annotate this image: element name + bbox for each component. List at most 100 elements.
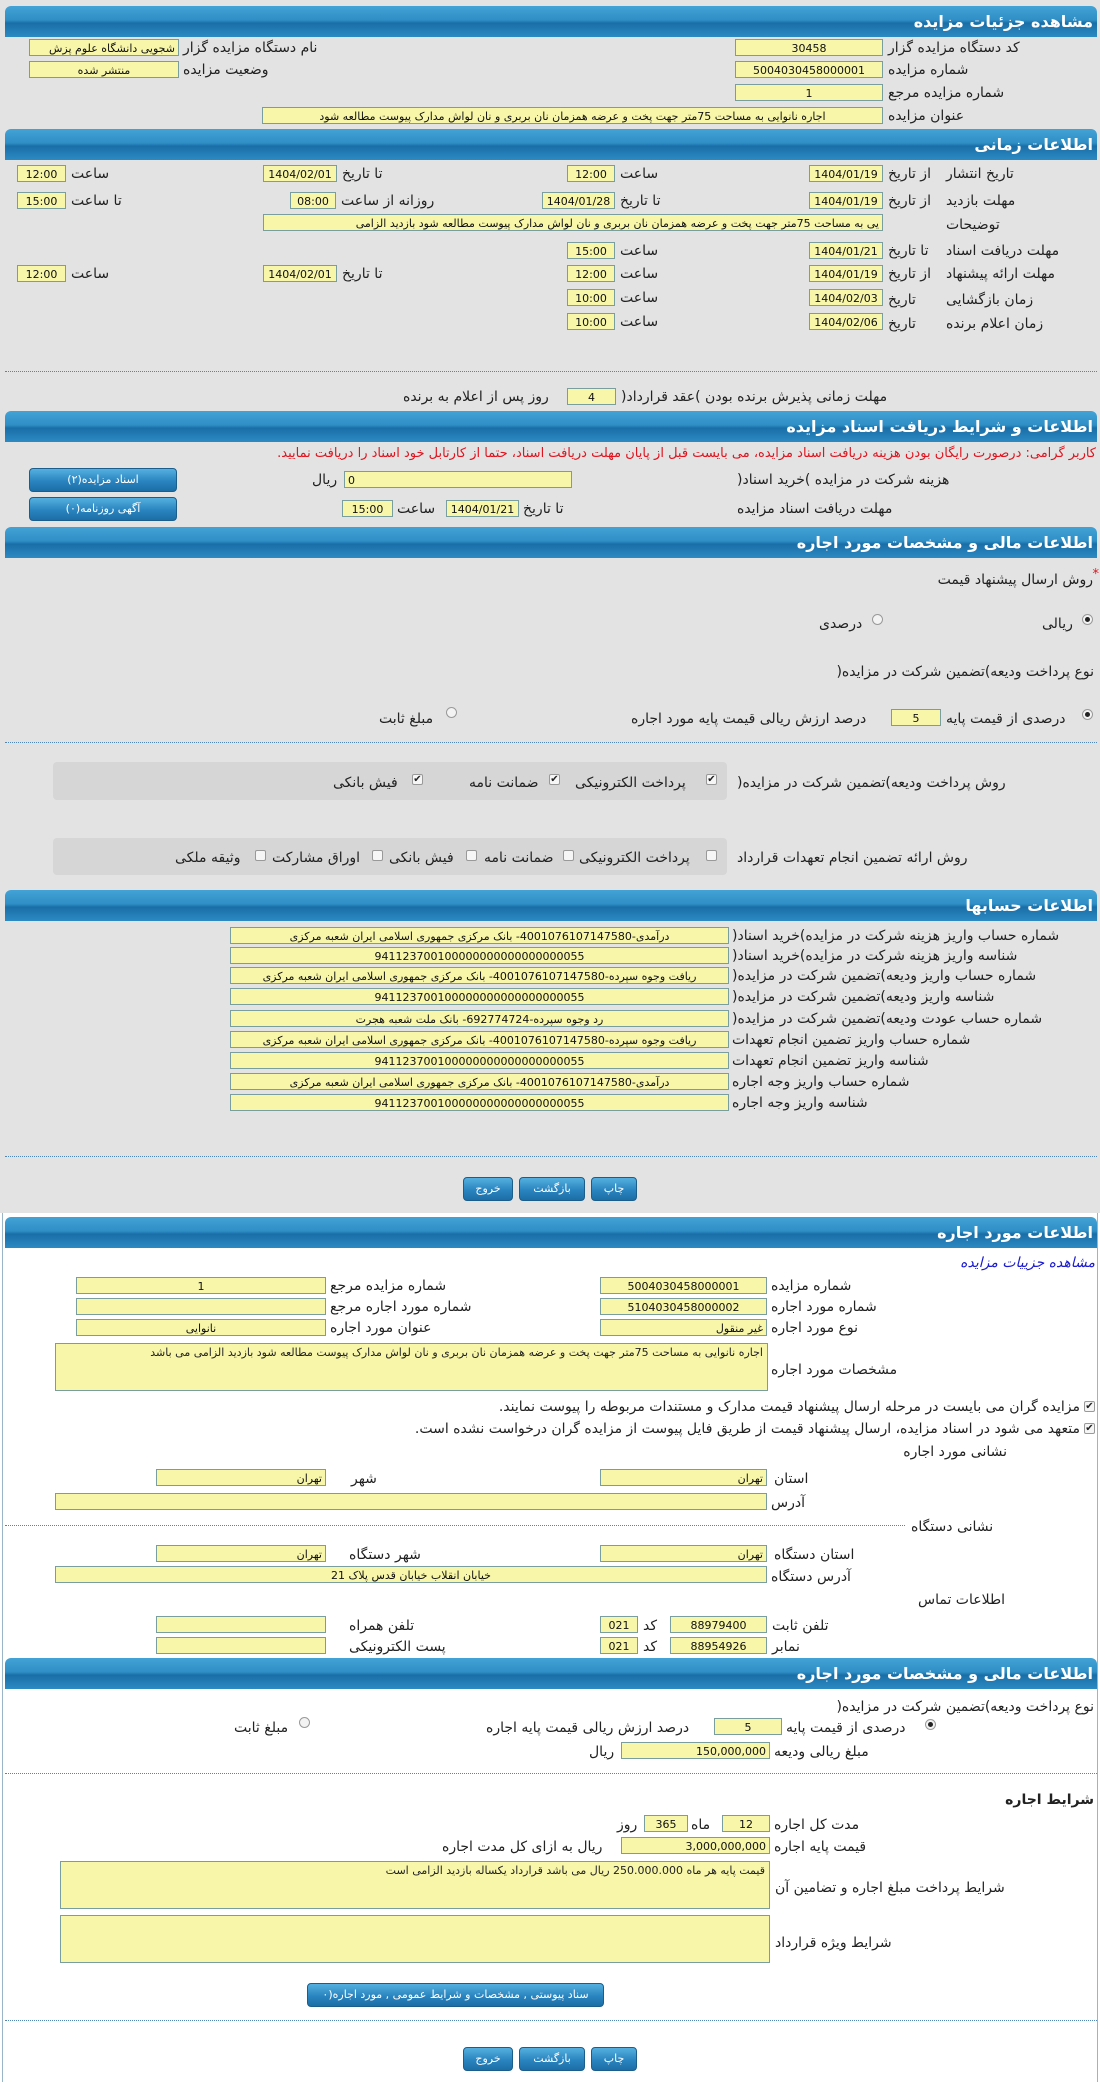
visit-from-date[interactable]: 1404/01/19 (809, 192, 883, 209)
price-method-percent-radio[interactable] (872, 614, 883, 625)
exit-button[interactable]: خروج (463, 1177, 513, 1201)
mobile-label: تلفن همراه (349, 1618, 415, 1634)
back-button-bottom[interactable]: بازگشت (519, 2047, 585, 2071)
address-field[interactable] (55, 1493, 767, 1510)
lease-specs-textarea[interactable]: اجاره نانوایی به مساحت 75متر جهت پخت و ع… (55, 1343, 768, 1391)
auction-status-field[interactable]: منتشر شده (29, 61, 179, 78)
currency-label: ریال (589, 1744, 615, 1760)
time-label: ساعت (71, 266, 110, 282)
attachments-button[interactable]: سناد پیوستی , مشخصات و شرایط عمومی , مور… (307, 1983, 604, 2007)
lease-item-title[interactable]: نانوایی (76, 1319, 326, 1336)
months-field[interactable]: 12 (722, 1815, 770, 1832)
doc-deadline-time[interactable]: 15:00 (342, 500, 393, 517)
account-value[interactable]: درآمدی-4001076107147580- بانک مرکزی جمهو… (230, 1073, 729, 1090)
days-field[interactable]: 365 (644, 1815, 688, 1832)
base-price-field[interactable]: 3,000,000,000 (621, 1837, 770, 1854)
org-province-field[interactable]: تهران (600, 1545, 767, 1562)
publish-from-time[interactable]: 12:00 (567, 165, 615, 182)
bid-to-time[interactable]: 12:00 (17, 265, 66, 282)
guarantee-letter-checkbox[interactable] (563, 850, 574, 861)
visit-daily-to[interactable]: 15:00 (17, 192, 66, 209)
electronic-payment-checkbox[interactable]: ✔ (706, 774, 717, 785)
account-value[interactable]: 941123700100000000000000000055 (230, 1094, 729, 1111)
ref-number-field[interactable]: 1 (735, 84, 883, 101)
org-name-field[interactable]: شجویی دانشگاه علوم پزش (29, 39, 179, 56)
doc-receive-date[interactable]: 1404/01/21 (809, 242, 883, 259)
price-method-rial-radio[interactable] (1082, 614, 1093, 625)
doc-receive-time[interactable]: 15:00 (567, 242, 615, 259)
newspaper-ads-button[interactable]: آگهی روزنامه(۰) (29, 497, 177, 521)
account-value[interactable]: 941123700100000000000000000055 (230, 1052, 729, 1069)
phone-code-field[interactable]: 021 (600, 1616, 638, 1633)
attach-docs-checkbox[interactable]: ✔ (1084, 1401, 1095, 1412)
auction-details-link[interactable]: مشاهده جزییات مزایده (960, 1255, 1095, 1271)
publish-to-time[interactable]: 12:00 (17, 165, 66, 182)
publish-from-date[interactable]: 1404/01/19 (809, 165, 883, 182)
acceptance-label: مهلت زمانی پذیرش برنده بودن )عقد قرارداد… (621, 389, 888, 405)
lease-item-number[interactable]: 5104030458000002 (600, 1298, 767, 1315)
time-label: ساعت (620, 314, 659, 330)
email-label: پست الکترونیکی (349, 1639, 446, 1655)
account-value[interactable]: درآمدی-4001076107147580- بانک مرکزی جمهو… (230, 927, 729, 944)
org-city-field[interactable]: تهران (156, 1545, 326, 1562)
doc-deadline-date[interactable]: 1404/01/21 (446, 500, 519, 517)
org-code-field[interactable]: 30458 (735, 39, 883, 56)
visit-daily-from[interactable]: 08:00 (290, 192, 336, 209)
no-attachment-checkbox[interactable]: ✔ (1084, 1423, 1095, 1434)
mobile-field[interactable] (156, 1616, 326, 1633)
special-terms-textarea[interactable] (60, 1915, 770, 1963)
payment-terms-textarea[interactable]: قیمت پایه هر ماه 250.000.000 ریال می باش… (60, 1861, 770, 1909)
email-field[interactable] (156, 1637, 326, 1654)
print-button-bottom[interactable]: چاپ (591, 2047, 637, 2071)
phone-field[interactable]: 88979400 (670, 1616, 767, 1633)
auction-documents-button[interactable]: اسناد مزایده(۲) (29, 468, 177, 492)
fee-field[interactable]: 0 (344, 471, 572, 488)
account-value[interactable]: ریافت وجوه سپرده-4001076107147580- بانک … (230, 1031, 729, 1048)
province-field[interactable]: تهران (600, 1469, 767, 1486)
deposit-percent-radio[interactable] (1082, 709, 1093, 720)
exit-button-bottom[interactable]: خروج (463, 2047, 513, 2071)
acceptance-days-field[interactable]: 4 (567, 388, 616, 405)
participation-bonds-checkbox[interactable] (372, 850, 383, 861)
deposit-amount-field[interactable]: 150,000,000 (621, 1742, 770, 1759)
publish-to-date[interactable]: 1404/02/01 (263, 165, 337, 182)
fax-code-field[interactable]: 021 (600, 1637, 638, 1654)
guarantee-bank-receipt-checkbox[interactable] (466, 850, 477, 861)
print-button[interactable]: چاپ (591, 1177, 637, 1201)
lease-deposit-percent-field[interactable]: 5 (714, 1718, 782, 1735)
org-address-field[interactable]: خیابان انقلاب خیابان قدس پلاک 21 (55, 1566, 767, 1583)
fax-field[interactable]: 88954926 (670, 1637, 767, 1654)
visit-to-date[interactable]: 1404/01/28 (542, 192, 615, 209)
account-value[interactable]: 941123700100000000000000000055 (230, 947, 729, 964)
guarantee-letter-checkbox[interactable]: ✔ (549, 774, 560, 785)
lease-auction-number[interactable]: 5004030458000001 (600, 1277, 767, 1294)
account-value[interactable]: رد وجوه سپرده-692774724- بانک ملت شعبه ه… (230, 1010, 729, 1027)
bid-from-time[interactable]: 12:00 (567, 265, 615, 282)
lease-deposit-percent-radio[interactable] (925, 1719, 936, 1730)
lease-ref-number[interactable]: 1 (76, 1277, 326, 1294)
bid-from-date[interactable]: 1404/01/19 (809, 265, 883, 282)
lease-item-ref[interactable] (76, 1298, 326, 1315)
deposit-fixed-radio[interactable] (446, 707, 457, 718)
back-button[interactable]: بازگشت (519, 1177, 585, 1201)
bank-receipt-checkbox[interactable]: ✔ (412, 774, 423, 785)
lease-deposit-fixed-radio[interactable] (299, 1717, 310, 1728)
property-collateral-checkbox[interactable] (255, 850, 266, 861)
account-value[interactable]: 941123700100000000000000000055 (230, 988, 729, 1005)
city-field[interactable]: تهران (156, 1469, 326, 1486)
winner-time[interactable]: 10:00 (567, 313, 615, 330)
guarantee-electronic-checkbox[interactable] (706, 850, 717, 861)
opening-time[interactable]: 10:00 (567, 289, 615, 306)
winner-date[interactable]: 1404/02/06 (809, 313, 883, 330)
opening-date[interactable]: 1404/02/03 (809, 289, 883, 306)
account-value[interactable]: ریافت وجوه سپرده-4001076107147580- بانک … (230, 967, 729, 984)
auction-number-field[interactable]: 5004030458000001 (735, 61, 883, 78)
documents-header: اطلاعات و شرایط دریافت اسناد مزایده (5, 411, 1097, 442)
bid-to-date[interactable]: 1404/02/01 (263, 265, 337, 282)
time-label: ساعت (71, 166, 110, 182)
auction-subject-field[interactable]: اجاره نانوایی به مساحت 75متر جهت پخت و ع… (262, 107, 883, 124)
deposit-percent-field[interactable]: 5 (891, 709, 941, 726)
description-field[interactable]: یی به مساحت 75متر جهت پخت و عرضه همزمان … (263, 214, 883, 231)
lease-item-type[interactable]: غیر منقول (600, 1319, 767, 1336)
account-label: شماره حساب واریز هزینه شرکت در مزایده)خر… (732, 928, 1060, 944)
